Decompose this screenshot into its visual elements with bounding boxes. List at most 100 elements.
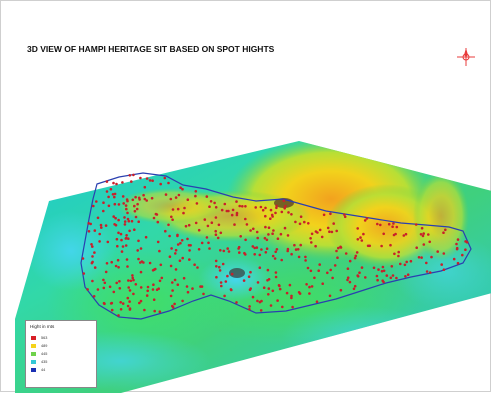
spot-height-point (109, 302, 113, 305)
spot-height-point (230, 213, 234, 217)
spot-height-point (146, 285, 150, 289)
spot-height-point (164, 193, 168, 196)
spot-height-point (392, 233, 396, 237)
spot-height-point (127, 237, 130, 240)
spot-height-point (110, 308, 114, 312)
spot-height-point (152, 268, 156, 272)
spot-height-point (139, 286, 143, 289)
spot-height-point (275, 248, 279, 251)
heritage-site-boundary (80, 172, 472, 320)
spot-height-point (191, 287, 194, 290)
spot-height-point (298, 222, 302, 226)
spot-height-point (171, 281, 174, 284)
spot-height-point (108, 285, 112, 289)
spot-height-point (231, 208, 235, 212)
spot-height-point (98, 232, 101, 236)
spot-height-point (163, 176, 167, 180)
spot-height-point (387, 222, 391, 226)
spot-height-point (269, 304, 273, 307)
spot-height-point (265, 238, 269, 242)
spot-height-point (126, 211, 129, 215)
spot-height-point (465, 241, 469, 244)
spot-height-point (260, 248, 263, 251)
spot-height-point (145, 177, 149, 180)
spot-height-point (372, 266, 376, 270)
spot-height-point (377, 268, 380, 271)
spot-height-point (389, 276, 393, 280)
spot-height-point (403, 263, 407, 267)
spot-height-point (128, 289, 132, 292)
spot-height-point (105, 180, 109, 183)
spot-height-point (271, 232, 274, 235)
spot-height-point (238, 251, 241, 254)
spot-height-point (309, 237, 312, 240)
spot-height-point (251, 245, 255, 248)
spot-height-point (96, 216, 100, 220)
spot-height-point (382, 232, 386, 236)
spot-height-point (397, 250, 401, 254)
spot-height-point (136, 249, 139, 252)
spot-height-point (358, 271, 361, 275)
spot-height-point (356, 274, 360, 277)
spot-height-point (115, 281, 118, 285)
spot-height-point (404, 275, 407, 278)
spot-height-point (173, 278, 177, 282)
spot-height-point (199, 285, 202, 288)
spot-height-point (129, 279, 133, 283)
spot-height-point (235, 301, 238, 304)
spot-height-point (253, 246, 256, 250)
spot-height-point (187, 244, 191, 247)
spot-height-point (286, 247, 290, 251)
spot-height-point (127, 279, 130, 282)
spot-height-point (420, 256, 423, 259)
spot-height-point (287, 211, 290, 214)
spot-height-point (124, 244, 128, 247)
spot-height-point (183, 206, 186, 210)
spot-height-point (136, 202, 139, 206)
spot-height-point (118, 287, 122, 290)
spot-height-point (221, 262, 225, 266)
spot-height-point (117, 266, 120, 269)
spot-height-point (255, 246, 259, 249)
spot-height-point (137, 220, 140, 223)
spot-height-point (244, 217, 247, 221)
spot-height-point (143, 308, 146, 312)
spot-height-point (150, 196, 154, 200)
spot-height-point (188, 249, 191, 252)
spot-height-point (224, 280, 228, 283)
spot-height-point (107, 204, 111, 208)
spot-height-point (171, 304, 174, 308)
spot-height-point (144, 235, 148, 239)
spot-height-point (171, 289, 174, 292)
spot-height-point (409, 259, 413, 263)
spot-height-point (132, 278, 135, 282)
spot-height-point (219, 231, 223, 235)
spot-height-point (206, 224, 210, 228)
spot-height-point (91, 255, 94, 258)
spot-height-point (286, 234, 290, 237)
spot-height-point (124, 204, 128, 207)
spot-height-point (200, 241, 204, 245)
spot-height-point (107, 195, 110, 199)
spot-height-point (112, 215, 115, 218)
spot-height-point (249, 287, 252, 290)
spot-height-point (320, 235, 324, 239)
spot-height-point (442, 252, 446, 255)
spot-height-point (296, 248, 300, 251)
spot-height-point (214, 229, 217, 233)
spot-height-point (126, 265, 129, 268)
spot-height-point (310, 241, 313, 244)
spot-height-point (102, 201, 105, 204)
spot-height-point (126, 296, 130, 300)
spot-height-point (275, 206, 278, 210)
spot-height-point (276, 237, 280, 240)
spot-height-point (114, 216, 117, 220)
spot-height-point (356, 227, 360, 230)
spot-height-point (117, 231, 120, 235)
spot-height-point (159, 182, 162, 186)
spot-height-point (96, 288, 100, 291)
spot-height-point (121, 195, 125, 198)
spot-height-point (293, 243, 296, 247)
spot-height-point (100, 226, 103, 229)
spot-height-point (171, 208, 175, 211)
